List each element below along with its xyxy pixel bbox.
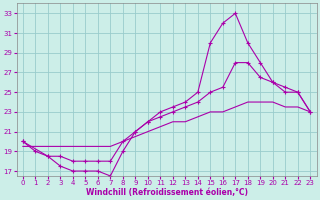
X-axis label: Windchill (Refroidissement éolien,°C): Windchill (Refroidissement éolien,°C) bbox=[85, 188, 248, 197]
